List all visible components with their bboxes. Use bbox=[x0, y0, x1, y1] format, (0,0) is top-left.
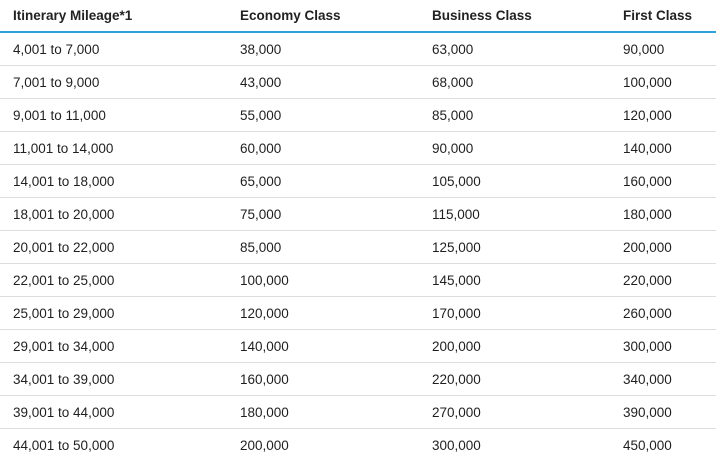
table-row: 14,001 to 18,000 65,000 105,000 160,000 bbox=[0, 165, 716, 198]
itinerary-mileage-cell: 14,001 to 18,000 bbox=[13, 173, 115, 189]
table-row: 4,001 to 7,000 38,000 63,000 90,000 bbox=[0, 33, 716, 66]
business-class-cell: 68,000 bbox=[432, 74, 474, 90]
business-class-cell: 270,000 bbox=[432, 404, 481, 420]
itinerary-mileage-cell: 20,001 to 22,000 bbox=[13, 239, 115, 255]
table-row: 22,001 to 25,000 100,000 145,000 220,000 bbox=[0, 264, 716, 297]
economy-class-cell: 120,000 bbox=[240, 305, 289, 321]
column-header-economy-class: Economy Class bbox=[240, 8, 341, 23]
table-row: 39,001 to 44,000 180,000 270,000 390,000 bbox=[0, 396, 716, 429]
table-row: 25,001 to 29,000 120,000 170,000 260,000 bbox=[0, 297, 716, 330]
table-row: 34,001 to 39,000 160,000 220,000 340,000 bbox=[0, 363, 716, 396]
column-header-business-class: Business Class bbox=[432, 8, 532, 23]
column-header-first-class: First Class bbox=[623, 8, 693, 23]
itinerary-mileage-cell: 9,001 to 11,000 bbox=[13, 107, 106, 123]
first-class-cell: 340,000 bbox=[623, 371, 672, 387]
business-class-cell: 170,000 bbox=[432, 305, 481, 321]
economy-class-cell: 200,000 bbox=[240, 438, 289, 453]
first-class-cell: 300,000 bbox=[623, 338, 672, 354]
economy-class-cell: 60,000 bbox=[240, 140, 282, 156]
business-class-cell: 90,000 bbox=[432, 140, 474, 156]
business-class-cell: 125,000 bbox=[432, 239, 481, 255]
table-row: 9,001 to 11,000 55,000 85,000 120,000 bbox=[0, 99, 716, 132]
economy-class-cell: 43,000 bbox=[240, 74, 282, 90]
itinerary-mileage-cell: 29,001 to 34,000 bbox=[13, 338, 115, 354]
economy-class-cell: 65,000 bbox=[240, 173, 282, 189]
economy-class-cell: 75,000 bbox=[240, 206, 282, 222]
table-row: 44,001 to 50,000 200,000 300,000 450,000 bbox=[0, 429, 716, 462]
economy-class-cell: 38,000 bbox=[240, 41, 282, 57]
business-class-cell: 200,000 bbox=[432, 338, 481, 354]
business-class-cell: 115,000 bbox=[432, 206, 480, 222]
economy-class-cell: 180,000 bbox=[240, 404, 289, 420]
first-class-cell: 160,000 bbox=[623, 173, 672, 189]
business-class-cell: 145,000 bbox=[432, 272, 481, 288]
economy-class-cell: 140,000 bbox=[240, 338, 289, 354]
table-row: 20,001 to 22,000 85,000 125,000 200,000 bbox=[0, 231, 716, 264]
itinerary-mileage-cell: 18,001 to 20,000 bbox=[13, 206, 115, 222]
itinerary-mileage-cell: 34,001 to 39,000 bbox=[13, 371, 115, 387]
itinerary-mileage-cell: 22,001 to 25,000 bbox=[13, 272, 115, 288]
business-class-cell: 105,000 bbox=[432, 173, 481, 189]
first-class-cell: 260,000 bbox=[623, 305, 672, 321]
economy-class-cell: 100,000 bbox=[240, 272, 289, 288]
itinerary-mileage-cell: 44,001 to 50,000 bbox=[13, 438, 115, 453]
itinerary-mileage-cell: 25,001 to 29,000 bbox=[13, 305, 115, 321]
first-class-cell: 120,000 bbox=[623, 107, 672, 123]
business-class-cell: 300,000 bbox=[432, 438, 481, 453]
business-class-cell: 63,000 bbox=[432, 41, 474, 57]
table-body: 4,001 to 7,000 38,000 63,000 90,000 7,001 to… bbox=[0, 33, 716, 462]
column-header-itinerary-mileage: Itinerary Mileage*1 bbox=[13, 8, 133, 23]
table-row: 29,001 to 34,000 140,000 200,000 300,000 bbox=[0, 330, 716, 363]
first-class-cell: 450,000 bbox=[623, 438, 672, 453]
business-class-cell: 220,000 bbox=[432, 371, 481, 387]
table-row: 11,001 to 14,000 60,000 90,000 140,000 bbox=[0, 132, 716, 165]
first-class-cell: 90,000 bbox=[623, 41, 665, 57]
first-class-cell: 390,000 bbox=[623, 404, 672, 420]
itinerary-mileage-cell: 39,001 to 44,000 bbox=[13, 404, 115, 420]
economy-class-cell: 85,000 bbox=[240, 239, 282, 255]
economy-class-cell: 160,000 bbox=[240, 371, 289, 387]
business-class-cell: 85,000 bbox=[432, 107, 474, 123]
first-class-cell: 180,000 bbox=[623, 206, 672, 222]
itinerary-mileage-cell: 7,001 to 9,000 bbox=[13, 74, 100, 90]
itinerary-mileage-cell: 11,001 to 14,000 bbox=[13, 140, 114, 156]
first-class-cell: 140,000 bbox=[623, 140, 672, 156]
economy-class-cell: 55,000 bbox=[240, 107, 282, 123]
table-header-row: Itinerary Mileage*1 Economy Class Busine… bbox=[0, 0, 716, 33]
first-class-cell: 220,000 bbox=[623, 272, 672, 288]
itinerary-mileage-cell: 4,001 to 7,000 bbox=[13, 41, 100, 57]
table-row: 7,001 to 9,000 43,000 68,000 100,000 bbox=[0, 66, 716, 99]
table-row: 18,001 to 20,000 75,000 115,000 180,000 bbox=[0, 198, 716, 231]
first-class-cell: 100,000 bbox=[623, 74, 672, 90]
first-class-cell: 200,000 bbox=[623, 239, 672, 255]
